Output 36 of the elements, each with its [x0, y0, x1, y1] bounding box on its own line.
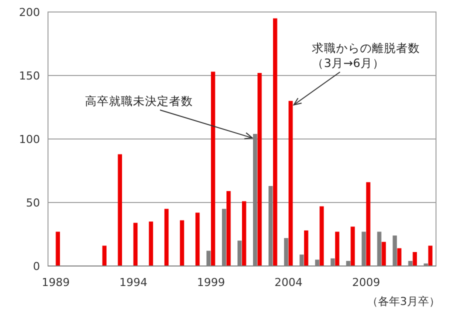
x-tick-label: 1994 — [119, 276, 148, 289]
annotation: 求職からの離脱者数（3月→6月） — [312, 41, 420, 70]
bar — [366, 182, 370, 266]
bar — [56, 232, 60, 266]
bar — [180, 220, 184, 266]
bar — [397, 248, 402, 266]
x-tick-label: 1989 — [42, 276, 70, 289]
bar — [133, 222, 138, 266]
bar — [335, 232, 340, 266]
bar — [428, 246, 432, 266]
bar — [382, 242, 386, 266]
bar — [195, 212, 200, 266]
bar — [350, 226, 355, 266]
bar — [148, 222, 154, 266]
bar — [258, 72, 262, 266]
y-tick-label: 200 — [19, 6, 40, 19]
x-tick-label: 2009 — [352, 276, 380, 289]
bar — [242, 201, 246, 266]
text: （各年3月卒） — [367, 295, 440, 308]
bar — [412, 252, 417, 266]
x-tick-label: 2004 — [274, 276, 303, 289]
bar — [118, 154, 122, 266]
y-tick-label: 0 — [33, 260, 40, 273]
y-tick-label: 100 — [19, 132, 40, 146]
bar — [102, 246, 107, 266]
bar — [304, 230, 308, 266]
bar — [320, 206, 324, 266]
y-tick-label: 150 — [19, 69, 40, 82]
y-tick-label: 50 — [26, 196, 40, 210]
bar — [226, 191, 231, 266]
x-tick-label: 1999 — [196, 276, 225, 289]
bar — [164, 208, 169, 266]
bar — [288, 100, 293, 266]
annotation: 高卒就職未決定者数 — [85, 94, 193, 108]
bar — [210, 72, 216, 266]
bar — [273, 18, 278, 266]
